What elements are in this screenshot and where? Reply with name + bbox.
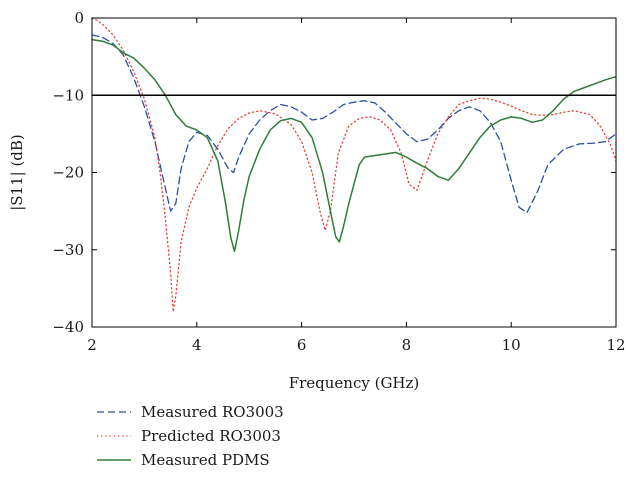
axis-ticks: 2 4 6 8 10 12 0 −10 −20 −30 −40 <box>52 9 625 354</box>
y-tick-label: −40 <box>52 318 84 336</box>
y-tick-label: −20 <box>52 164 84 182</box>
plot-lines <box>91 17 617 313</box>
series-line-predicted-ro3003 <box>91 17 617 313</box>
y-tick-label: −30 <box>52 241 84 259</box>
x-tick-label: 4 <box>192 336 202 354</box>
x-tick-label: 8 <box>402 336 412 354</box>
x-tick-label: 10 <box>502 336 521 354</box>
legend-label: Measured PDMS <box>141 451 270 469</box>
y-axis-title: |S11| (dB) <box>8 134 26 211</box>
x-tick-label: 12 <box>606 336 625 354</box>
series-line-measured-pdms <box>91 38 617 253</box>
y-tick-label: 0 <box>74 9 84 27</box>
x-axis-title: Frequency (GHz) <box>289 374 420 392</box>
legend: Measured RO3003 Predicted RO3003 Measured … <box>97 403 284 469</box>
series-line-measured-ro3003 <box>91 34 617 214</box>
x-tick-label: 2 <box>87 336 97 354</box>
x-tick-label: 6 <box>297 336 307 354</box>
legend-label: Predicted RO3003 <box>141 427 281 445</box>
legend-label: Measured RO3003 <box>141 403 284 421</box>
y-tick-label: −10 <box>52 86 84 104</box>
